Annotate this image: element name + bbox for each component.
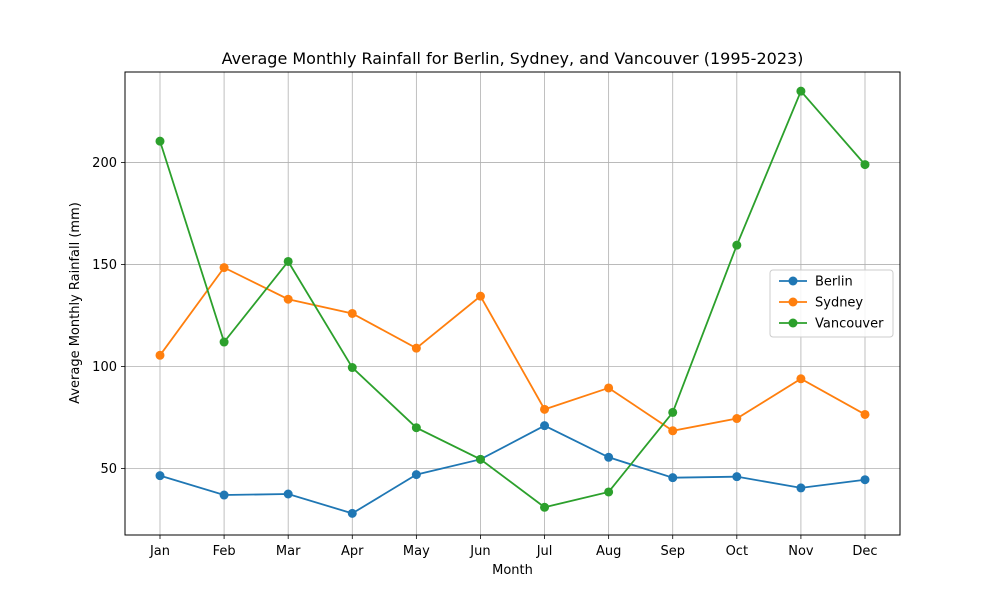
data-point-berlin [283, 489, 293, 499]
y-tick-label: 150 [92, 258, 117, 273]
data-point-sydney [411, 343, 421, 353]
data-point-sydney [732, 414, 742, 424]
series-line-vancouver [159, 89, 866, 509]
x-tick-label: Mar [276, 544, 301, 559]
data-point-vancouver [604, 487, 614, 497]
legend-marker [788, 297, 798, 307]
legend-label: Berlin [815, 275, 853, 290]
x-tick-label: Jul [536, 544, 553, 559]
legend-box [769, 269, 894, 338]
y-axis: 50 100 150 200 [92, 156, 125, 477]
legend: Berlin Sydney Vancouver [769, 269, 894, 338]
y-tick-label: 50 [100, 462, 117, 477]
y-tick-label: 200 [92, 156, 117, 171]
x-tick-label: Jun [469, 544, 490, 559]
legend-item-berlin: Berlin [779, 275, 853, 290]
data-point-berlin [668, 473, 678, 483]
plot-frame [124, 71, 901, 536]
data-point-vancouver [860, 160, 870, 170]
x-tick-label: Feb [213, 544, 236, 559]
y-axis-label: Average Monthly Rainfall (mm) [68, 202, 83, 404]
series-line-sydney [159, 266, 866, 432]
data-point-berlin [155, 471, 165, 481]
data-point-vancouver [668, 407, 678, 417]
data-point-sydney [219, 263, 229, 273]
data-point-vancouver [219, 337, 229, 347]
data-point-berlin [347, 508, 357, 518]
data-point-berlin [411, 470, 421, 480]
data-point-vancouver [475, 454, 485, 464]
x-tick-label: Apr [341, 544, 364, 559]
data-point-berlin [219, 490, 229, 500]
data-point-vancouver [347, 363, 357, 373]
data-point-vancouver [411, 423, 421, 433]
series-sydney [155, 263, 870, 436]
legend-item-vancouver: Vancouver [779, 317, 884, 332]
series-line-berlin [159, 424, 866, 515]
chart-title: Average Monthly Rainfall for Berlin, Syd… [222, 49, 804, 68]
x-tick-label: Sep [660, 544, 685, 559]
x-tick-label: May [403, 544, 430, 559]
x-tick-label: Aug [596, 544, 621, 559]
data-point-sydney [540, 404, 550, 414]
x-tick-label: Nov [788, 544, 814, 559]
data-point-berlin [796, 483, 806, 493]
legend-marker [788, 276, 798, 286]
y-tick-label: 100 [92, 360, 117, 375]
series-vancouver [155, 86, 870, 512]
data-point-berlin [540, 421, 550, 431]
data-point-sydney [475, 291, 485, 301]
x-tick-label: Jan [149, 544, 170, 559]
data-point-sydney [283, 294, 293, 304]
data-point-berlin [732, 472, 742, 482]
x-axis-label: Month [492, 563, 533, 578]
data-point-vancouver [155, 136, 165, 146]
x-tick-label: Oct [726, 544, 748, 559]
legend-item-sydney: Sydney [779, 296, 863, 311]
data-point-sydney [155, 350, 165, 360]
x-axis: Jan Feb Mar Apr May Jun Jul Aug Sep Oct Nov Dec [149, 535, 878, 559]
data-point-sydney [860, 409, 870, 419]
data-point-berlin [860, 475, 870, 485]
data-point-sydney [668, 426, 678, 436]
data-point-sydney [347, 308, 357, 318]
x-tick-label: Dec [852, 544, 877, 559]
data-point-vancouver [540, 502, 550, 512]
legend-label: Vancouver [815, 317, 884, 332]
data-point-sydney [604, 383, 614, 393]
legend-marker [788, 318, 798, 328]
data-point-vancouver [283, 256, 293, 266]
legend-label: Sydney [815, 296, 863, 311]
data-point-vancouver [732, 240, 742, 250]
series-layer [155, 86, 870, 518]
data-point-vancouver [796, 86, 806, 96]
data-point-sydney [796, 374, 806, 384]
data-point-berlin [604, 452, 614, 462]
